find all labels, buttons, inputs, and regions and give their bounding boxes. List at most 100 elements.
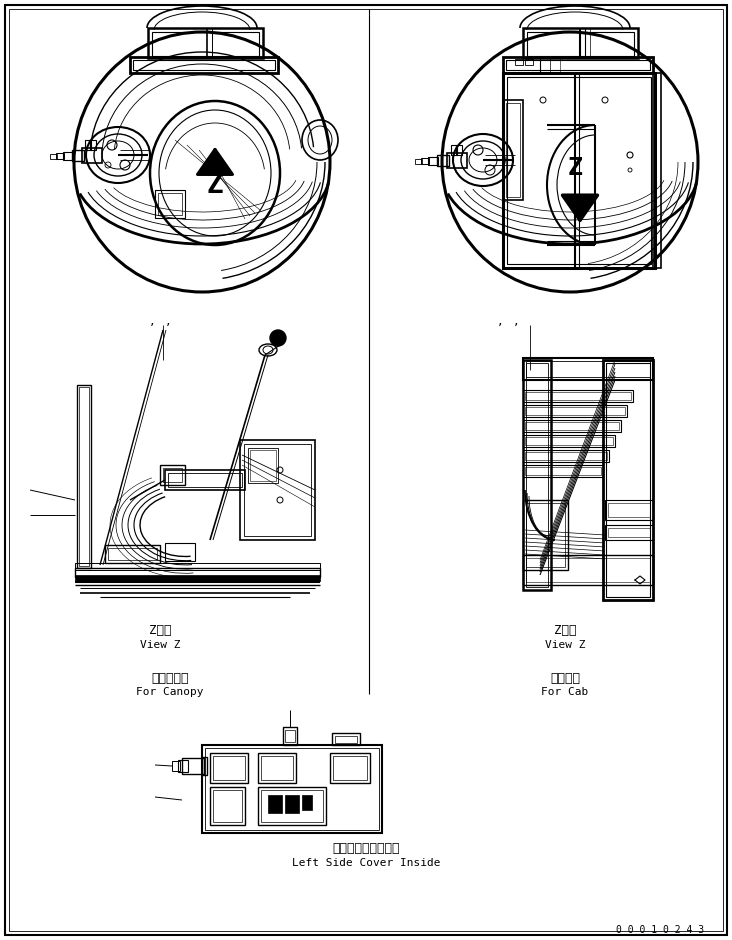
Text: キャノピ用: キャノピ用 xyxy=(152,671,189,684)
Bar xyxy=(213,790,242,822)
Text: Z　視: Z 視 xyxy=(149,623,171,636)
Bar xyxy=(77,385,91,568)
Text: ,: , xyxy=(496,317,504,327)
Bar xyxy=(210,753,248,783)
Bar xyxy=(523,555,653,585)
Bar xyxy=(85,140,91,150)
Bar xyxy=(525,467,601,475)
Bar xyxy=(210,787,245,825)
Text: ,: , xyxy=(512,317,520,327)
Bar xyxy=(525,437,613,445)
Bar xyxy=(606,363,650,597)
Bar xyxy=(421,158,429,164)
Bar xyxy=(82,148,102,163)
Bar xyxy=(523,465,603,477)
Bar xyxy=(608,528,650,537)
Bar xyxy=(75,568,320,577)
Text: View Z: View Z xyxy=(545,640,586,650)
Bar xyxy=(261,756,293,780)
Bar xyxy=(330,753,370,783)
Bar xyxy=(240,440,315,540)
Bar xyxy=(525,452,607,460)
Bar xyxy=(523,435,615,447)
Bar xyxy=(523,420,621,432)
Text: Left Side Cover Inside: Left Side Cover Inside xyxy=(292,858,440,868)
Bar xyxy=(437,155,449,166)
Text: View Z: View Z xyxy=(140,640,180,650)
Bar xyxy=(608,503,650,517)
Bar xyxy=(213,756,245,780)
Bar xyxy=(165,543,195,561)
Bar xyxy=(525,392,631,400)
Text: Z　視: Z 視 xyxy=(553,623,576,636)
Bar xyxy=(333,756,367,780)
Bar xyxy=(50,154,57,159)
Bar xyxy=(152,32,259,56)
Bar xyxy=(202,757,207,775)
Text: 左サイドカバー内側: 左サイドカバー内側 xyxy=(332,841,400,854)
Bar xyxy=(258,753,296,783)
Bar xyxy=(603,360,653,600)
Bar xyxy=(526,361,650,377)
Bar xyxy=(268,795,282,813)
Bar xyxy=(168,473,242,487)
Bar xyxy=(182,758,204,774)
Bar xyxy=(605,500,653,520)
Bar xyxy=(302,795,312,810)
Bar xyxy=(428,157,438,165)
Bar xyxy=(250,450,276,481)
Bar xyxy=(261,790,323,822)
Bar xyxy=(523,358,653,380)
Bar xyxy=(79,387,89,566)
Bar xyxy=(130,57,278,73)
Ellipse shape xyxy=(270,330,286,346)
Bar xyxy=(248,448,278,483)
Bar xyxy=(178,760,188,772)
Bar xyxy=(525,407,625,415)
Bar xyxy=(525,59,533,65)
Bar xyxy=(335,736,357,743)
Text: For Cab: For Cab xyxy=(542,687,589,697)
Text: ,: , xyxy=(165,317,171,327)
Bar xyxy=(205,748,379,830)
Bar xyxy=(605,525,653,540)
Bar xyxy=(72,150,84,161)
Bar xyxy=(285,730,295,742)
Bar xyxy=(160,465,185,485)
Bar xyxy=(244,444,311,536)
Bar xyxy=(503,57,653,73)
Bar xyxy=(258,787,326,825)
Text: Z: Z xyxy=(567,156,583,180)
Text: Z: Z xyxy=(206,171,223,199)
Text: キャブ用: キャブ用 xyxy=(550,671,580,684)
Bar xyxy=(506,103,520,197)
Bar xyxy=(515,59,523,65)
Bar xyxy=(133,60,275,70)
Bar xyxy=(526,363,548,587)
Bar xyxy=(90,140,96,150)
Bar xyxy=(285,795,299,813)
Bar xyxy=(447,153,467,168)
Bar xyxy=(526,558,650,582)
Bar xyxy=(202,745,382,833)
Bar xyxy=(503,100,523,200)
Bar xyxy=(526,503,565,567)
Bar xyxy=(523,500,568,570)
Bar xyxy=(506,60,650,70)
Bar xyxy=(158,193,182,215)
Bar xyxy=(105,545,160,563)
Bar xyxy=(75,563,320,570)
Bar xyxy=(415,159,422,164)
Bar xyxy=(165,470,245,490)
Bar xyxy=(163,468,182,482)
Bar xyxy=(56,153,64,159)
Text: ,: , xyxy=(149,317,155,327)
Bar xyxy=(148,28,263,58)
Bar xyxy=(451,145,457,155)
Bar xyxy=(456,145,462,155)
Bar xyxy=(523,405,627,417)
Bar xyxy=(527,32,634,56)
Text: For Canopy: For Canopy xyxy=(136,687,203,697)
Bar xyxy=(523,28,638,58)
Bar xyxy=(172,761,180,771)
